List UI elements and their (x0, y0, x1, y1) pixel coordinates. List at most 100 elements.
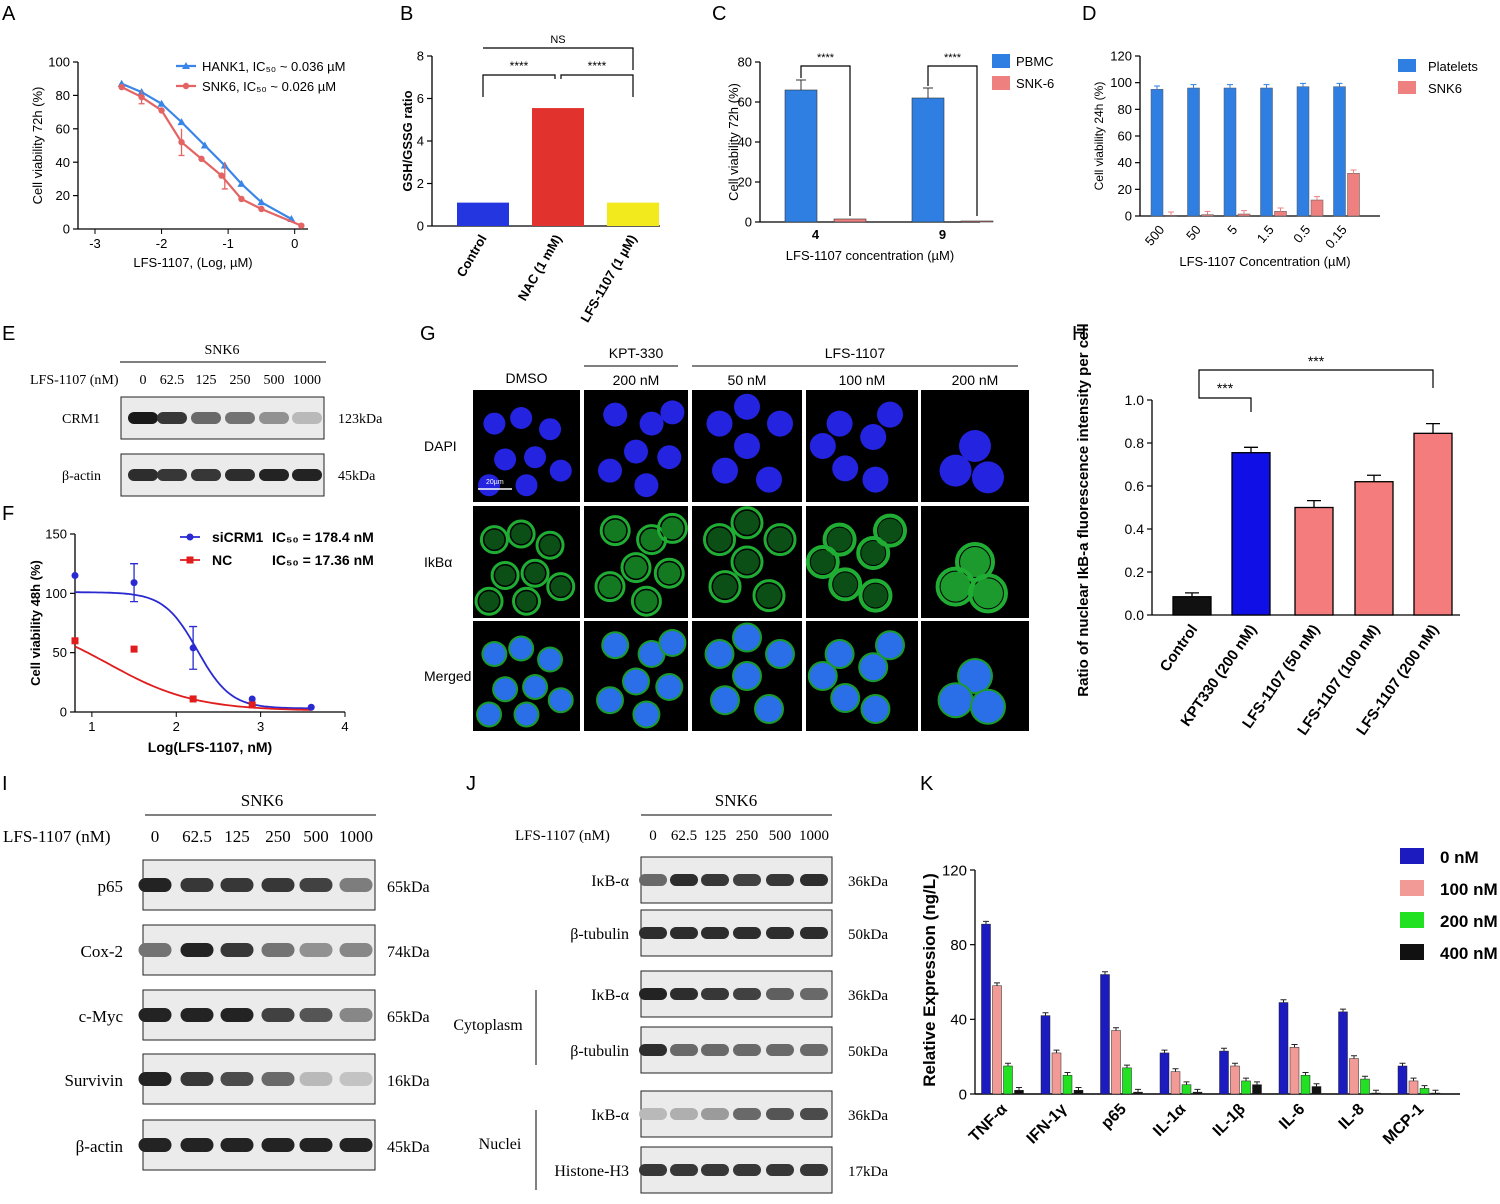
panel-k-bar (1062, 1075, 1073, 1095)
panel-g-row-label: Merged (424, 668, 471, 684)
panel-c-y-tick-label: 20 (738, 175, 752, 190)
panel-d-error-bar (1300, 82, 1306, 87)
panel-h-significance-bracket (1198, 376, 1252, 412)
panel-g-cell-ikba-fill (635, 590, 658, 613)
panel-j-nuclei-label: Nuclei (479, 1136, 522, 1153)
panel-j-blot-band (733, 874, 761, 886)
panel-g-cell-ikba-fill (960, 547, 990, 577)
panel-i-blot-band (220, 1138, 254, 1152)
panel-g-nucleus-dapi (657, 445, 682, 470)
panel-c-significance-label: **** (817, 52, 835, 64)
panel-j-blot-band (800, 874, 828, 886)
panel-g-column-label: 200 nM (952, 372, 999, 388)
panel-g-cell-ikba (730, 545, 764, 579)
panel-i-protein-label: p65 (98, 877, 124, 896)
panel-f-point (248, 701, 256, 709)
panel-k-bar (1073, 1090, 1084, 1095)
panel-k-y-label: Relative Expression (ng/L) (920, 873, 939, 1087)
panel-k-error-bar (1254, 1081, 1260, 1085)
panel-k-bar (1051, 1052, 1062, 1095)
panel-d-error-bar (1336, 82, 1343, 87)
panel-b-y-tick-label: 2 (417, 176, 424, 191)
panel-j-blot-band (701, 874, 729, 886)
panel-g-cell-merged-nucleus (734, 624, 760, 651)
panel-i-blot-band (261, 1072, 295, 1086)
panel-e-blot-band (225, 412, 255, 424)
panel-g-cell-merged-nucleus (826, 641, 853, 667)
panel-d-bar (1333, 86, 1346, 217)
panel-f-legend-label: NC (212, 552, 232, 568)
panel-j-blot-band (639, 1164, 667, 1176)
panel-d-error-bar (1241, 210, 1247, 214)
panel-d-legend-swatch (1398, 59, 1416, 72)
panel-i-blot-band (261, 878, 295, 892)
panel-h-y-tick-label: 0.8 (1125, 435, 1145, 451)
panel-k-error-bar (1373, 1089, 1379, 1094)
panel-g-cell-ikba-fill (625, 556, 647, 579)
panel-j-blot-band (800, 1164, 828, 1176)
panel-g-cell-merged-nucleus (809, 663, 836, 689)
panel-g-cell-ikba (763, 523, 797, 557)
panel-g-cell-ikba (512, 586, 541, 616)
panel-k-bar (1111, 1030, 1121, 1095)
panel-g-cell-merged-nucleus (971, 690, 1004, 723)
panel-k-y-tick-label: 80 (950, 937, 967, 954)
panel-g-nucleus-dapi (483, 412, 506, 435)
panel-h-y-tick-label: 1.0 (1125, 392, 1145, 408)
panel-k-category-label: p65 (1098, 1101, 1130, 1133)
panel-c-bar (833, 218, 867, 223)
panel-e-lane-label: 250 (230, 373, 251, 388)
panel-g-cell-merged-nucleus (634, 702, 659, 727)
panel-k-category-label: MCP-1 (1380, 1101, 1427, 1148)
panel-i-kda-label: 65kDa (387, 1009, 430, 1026)
panel-letter-d: D (1082, 3, 1096, 25)
panel-f-x-label: Log(LFS-1107, nM) (148, 739, 272, 755)
panel-g-nucleus-dapi (826, 410, 853, 437)
panel-i-blot-band (299, 943, 333, 957)
panel-g-cell-ikba-fill (661, 517, 684, 540)
panel-k-legend-label: 400 nM (1440, 944, 1498, 963)
panel-g-nucleus-dapi (515, 474, 538, 497)
panel-a-y-label: Cell viability 72h (%) (30, 87, 45, 205)
panel-d-category-label: 1.5 (1254, 222, 1277, 245)
panel-j-blot-band (733, 1164, 761, 1176)
panel-g-cell-merged-nucleus (524, 676, 547, 698)
panel-g-cell-ikba (703, 523, 736, 557)
panel-d-bar (1237, 213, 1251, 217)
panel-g-nucleus-dapi (734, 433, 760, 459)
panel-c-y-tick-label: 40 (738, 135, 752, 150)
panel-g-nucleus-dapi (971, 461, 1004, 494)
panel-d-y-tick-label: 40 (1118, 155, 1132, 170)
panel-d-bar (1164, 215, 1178, 217)
panel-a-legend-marker (182, 62, 190, 69)
panel-d-platelet-bar-chart: 0 20 40 60 80 100 120 Cell viability 24h (%) LFS… (1092, 49, 1478, 269)
panel-g-cell-ikba-fill (511, 524, 532, 544)
panel-g-nucleus-dapi (639, 411, 664, 436)
panel-i-cell-line: SNK6 (241, 791, 284, 810)
panel-i-protein-label: c-Myc (79, 1007, 124, 1026)
panel-g-cell-merged-nucleus (706, 641, 733, 667)
panel-g-nucleus-dapi (478, 474, 501, 497)
panel-f-x-tick-label: 4 (341, 719, 348, 734)
panel-g-cell-ikba (546, 572, 576, 602)
panel-c-bar (960, 220, 994, 223)
panel-k-bar (1230, 1065, 1240, 1095)
panel-e-lane-label: 1000 (293, 373, 321, 388)
panel-k-bar (1397, 1065, 1408, 1095)
panel-a-y-tick-label: 0 (63, 222, 70, 237)
panel-g-cell-ikba-fill (810, 550, 835, 574)
panel-letter-h: H (1072, 323, 1086, 345)
panel-d-category-label: 50 (1183, 222, 1204, 243)
panel-d-bar (1187, 87, 1200, 217)
panel-a-point (177, 118, 186, 126)
panel-a-x-tick-label: 0 (291, 236, 298, 251)
panel-g-nucleus-dapi (862, 466, 889, 493)
panel-i-blot-band (138, 1008, 172, 1022)
panel-j-blot-band (670, 1164, 698, 1176)
panel-k-error-bar (1102, 971, 1108, 975)
panel-c-significance-bracket (800, 65, 851, 216)
panel-g-cell-merged-nucleus (624, 669, 648, 694)
panel-h-error-bar (1426, 423, 1440, 434)
panel-f-point (130, 645, 138, 653)
panel-d-category-label: 5 (1224, 222, 1240, 237)
